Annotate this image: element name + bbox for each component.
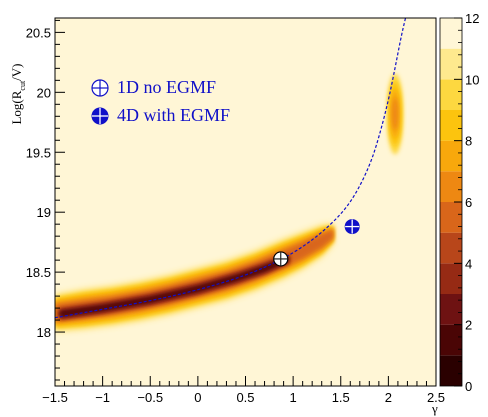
x-axis: −1.5 −1 −0.5 0 0.5 1 1.5 2 2.5 — [42, 376, 445, 405]
x-tick-label: 0.5 — [236, 390, 254, 405]
colorbar-tick-label: 4 — [465, 256, 472, 271]
colorbar-band-5 — [440, 202, 462, 233]
y-tick-label: 19.5 — [26, 145, 51, 160]
legend-marker-filled-cross — [91, 107, 109, 125]
svg-text:Log(Rcut/V): Log(Rcut/V) — [9, 63, 27, 124]
colorbar-tick-label: 12 — [465, 11, 479, 26]
heatmap-contour-level-8 — [59, 257, 289, 317]
colorbar-tick-label: 0 — [465, 379, 472, 394]
colorbar-band-6 — [440, 171, 462, 202]
x-tick-label: 1.5 — [332, 390, 350, 405]
legend-entry-4d: 4D with EGMF — [91, 105, 230, 125]
colorbar-band-1 — [440, 324, 462, 356]
heatmap-layer — [55, 73, 404, 331]
x-tick-label: 2 — [385, 390, 392, 405]
y-tick-label: 20.5 — [26, 25, 51, 40]
y-tick-label: 18 — [37, 325, 51, 340]
colorbar-band-8 — [440, 110, 462, 141]
y-axis-title: Log(Rcut/V) — [9, 63, 27, 124]
colorbar-band-9 — [440, 79, 462, 110]
x-tick-label: −1.5 — [42, 390, 68, 405]
y-tick-label: 19 — [37, 205, 51, 220]
y-tick-label: 18.5 — [26, 265, 51, 280]
x-tick-label: −0.5 — [137, 390, 163, 405]
x-axis-title: γ — [431, 401, 438, 416]
legend: 1D no EGMF 4D with EGMF — [91, 77, 230, 125]
legend-label-1d: 1D no EGMF — [117, 77, 216, 97]
legend-label-4d: 4D with EGMF — [117, 105, 230, 125]
x-tick-label: 2.5 — [427, 390, 445, 405]
y-tick-label: 20 — [37, 85, 51, 100]
y-axis-title-subscript: cut — [18, 80, 27, 91]
colorbar-tick-label: 10 — [465, 72, 479, 87]
y-axis-title-main: Log(R — [9, 90, 24, 124]
marker-4d-with-egmf — [344, 219, 360, 235]
x-tick-label: −1 — [95, 390, 110, 405]
colorbar: 0 2 4 6 8 10 12 — [439, 11, 479, 394]
plot-area — [55, 18, 436, 386]
legend-entry-1d: 1D no EGMF — [91, 77, 216, 97]
colorbar-band-7 — [440, 140, 462, 172]
colorbar-tick-label: 2 — [465, 318, 472, 333]
colorbar-band-10 — [440, 48, 462, 80]
fit-curve-dashed — [55, 18, 407, 319]
y-axis-title-tail: /V) — [9, 63, 24, 80]
y-axis: 18 18.5 19 19.5 20 20.5 — [26, 19, 65, 381]
heatmap-contour-level-4 — [55, 229, 334, 321]
colorbar-band-11 — [440, 18, 462, 49]
colorbar-tick-label: 8 — [465, 134, 472, 149]
colorbar-tick-label: 6 — [465, 195, 472, 210]
curve-layer — [55, 18, 407, 319]
heatmap-upper-blob-level-3 — [391, 97, 399, 131]
colorbar-band-3 — [440, 263, 462, 294]
marker-layer — [273, 219, 360, 267]
x-tick-label: 0 — [194, 390, 201, 405]
marker-1d-no-egmf — [273, 251, 289, 267]
x-tick-label: 1 — [290, 390, 297, 405]
colorbar-band-4 — [440, 232, 462, 264]
legend-marker-open-cross — [91, 79, 109, 97]
colorbar-band-2 — [440, 294, 462, 325]
colorbar-band-0 — [440, 355, 462, 386]
